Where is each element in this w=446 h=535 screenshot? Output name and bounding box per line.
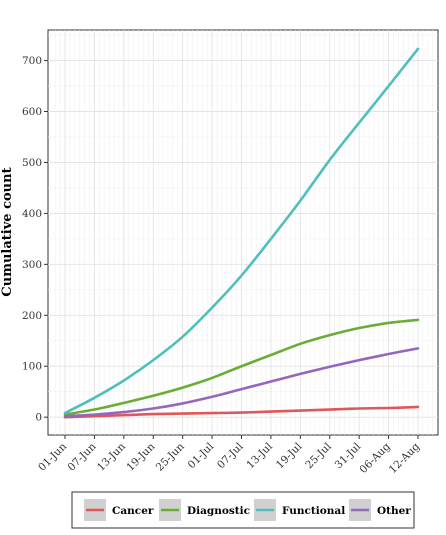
legend-label: Functional <box>282 505 345 517</box>
legend-label: Diagnostic <box>187 505 250 517</box>
y-axis-label: Cumulative count <box>0 167 15 296</box>
series-line-functional <box>63 47 420 415</box>
y-axis: 0 100 200 300 400 500 600 700 <box>22 55 48 424</box>
x-tick-label: 19-Jul <box>274 440 305 471</box>
legend: Cancer Diagnostic Functional Other <box>84 499 411 521</box>
legend-item-diagnostic: Diagnostic <box>159 499 250 521</box>
x-tick-label: 25-Jul <box>303 440 334 471</box>
x-tick-label: 13-Jun <box>95 440 128 473</box>
x-tick-label: 25-Jun <box>154 440 187 473</box>
legend-item-other: Other <box>349 499 411 521</box>
series-line-other <box>63 347 420 418</box>
legend-item-cancer: Cancer <box>84 499 154 521</box>
y-tick-label: 100 <box>22 361 42 373</box>
series-line-diagnostic <box>63 318 420 416</box>
x-tick-label: 01-Jul <box>186 440 217 471</box>
y-tick-label: 600 <box>22 106 42 118</box>
series-line-cancer <box>63 405 420 419</box>
minor-gridlines <box>48 30 438 435</box>
x-tick-label: 07-Jun <box>66 440 99 473</box>
x-axis: 01-Jun07-Jun13-Jun19-Jun25-Jun01-Jul07-J… <box>36 435 422 476</box>
y-tick-label: 700 <box>22 55 42 67</box>
x-tick-label: 01-Jun <box>36 440 69 473</box>
series-lines <box>63 47 420 419</box>
x-tick-label: 13-Jul <box>244 440 275 471</box>
x-tick-label: 19-Jun <box>124 440 157 473</box>
plot-panel <box>47 29 439 436</box>
legend-label: Other <box>377 505 411 517</box>
y-tick-label: 500 <box>22 157 42 169</box>
x-tick-label: 12-Aug <box>387 440 423 476</box>
x-tick-label: 07-Jul <box>215 440 246 471</box>
y-tick-label: 400 <box>22 208 42 220</box>
x-tick-label: 06-Aug <box>357 440 393 476</box>
legend-item-functional: Functional <box>254 499 345 521</box>
y-tick-label: 0 <box>35 412 42 424</box>
y-tick-label: 200 <box>22 310 42 322</box>
legend-label: Cancer <box>112 505 154 517</box>
y-tick-label: 300 <box>22 259 42 271</box>
